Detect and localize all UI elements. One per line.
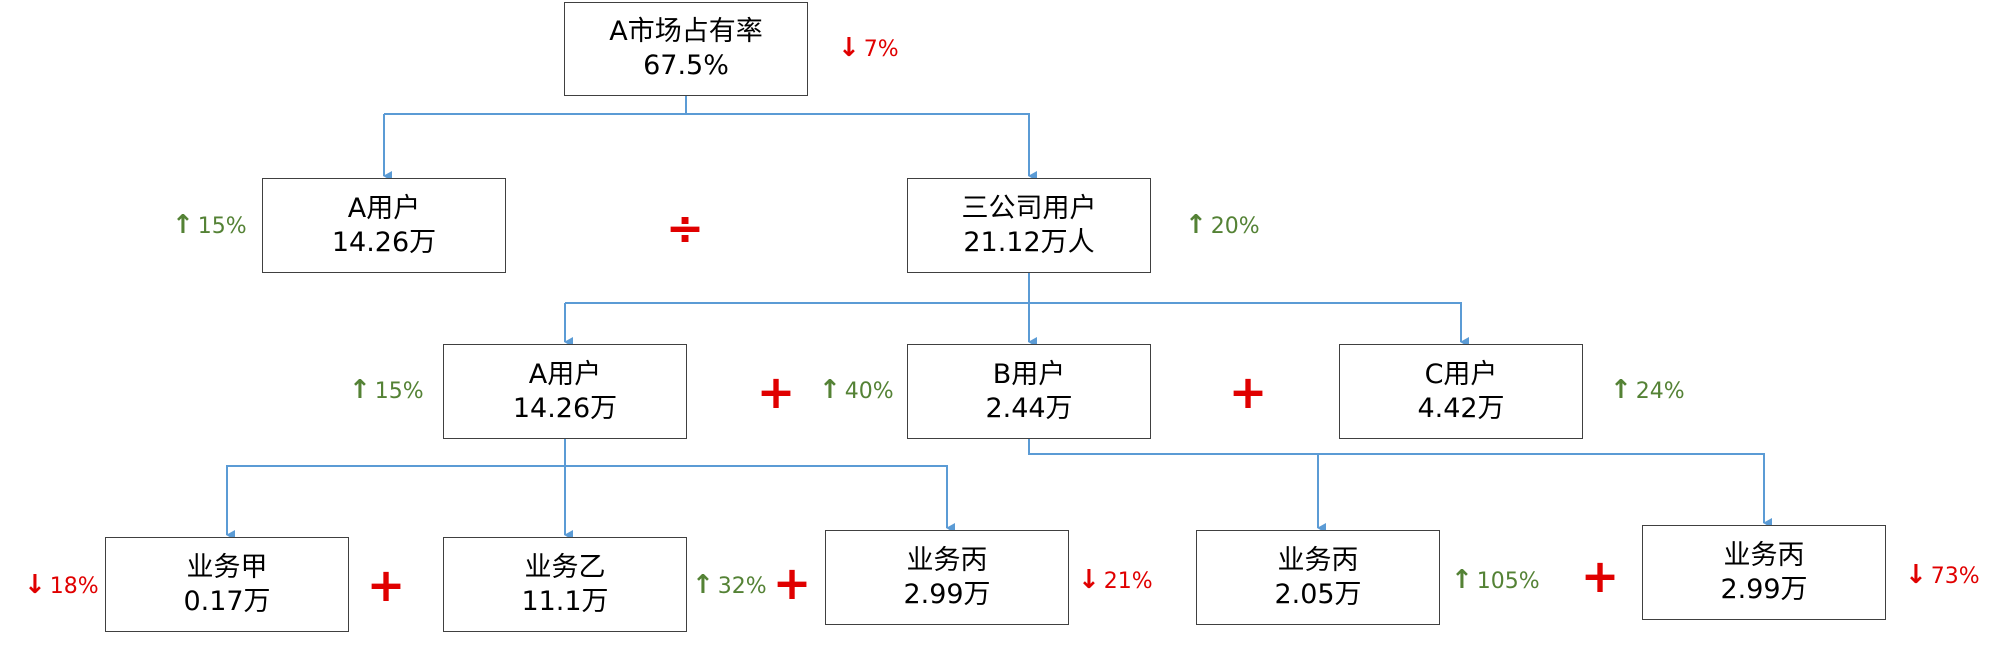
up-arrow-icon: ↑ (692, 570, 714, 600)
node-three-company-users: 三公司用户 21.12万人 (907, 178, 1151, 273)
plus-operator: + (1228, 365, 1268, 419)
node-label: C用户 (1424, 358, 1498, 390)
node-l2-b-user: B用户 2.44万 (907, 344, 1151, 439)
node-value: 4.42万 (1417, 392, 1505, 424)
change-market-share: ↓ 7% (838, 33, 899, 63)
node-label: A市场占有率 (609, 16, 763, 47)
change-biz-bing-3: ↓ 73% (1905, 560, 1980, 590)
up-arrow-icon: ↑ (819, 375, 841, 405)
connector-l2-b (1028, 439, 1326, 533)
node-value: 2.99万 (1720, 573, 1808, 605)
change-biz-jia: ↓ 18% (24, 570, 99, 600)
node-label: 三公司用户 (961, 192, 1097, 224)
node-value: 11.1万 (521, 585, 609, 617)
up-arrow-icon: ↑ (172, 210, 194, 240)
up-arrow-icon: ↑ (1451, 565, 1473, 595)
down-arrow-icon: ↓ (1905, 560, 1927, 590)
change-a-user: ↑ 15% (172, 210, 247, 240)
node-label: A用户 (528, 358, 602, 390)
change-l2-a-user: ↑ 15% (349, 375, 424, 405)
change-biz-yi: ↑ 32% (692, 570, 767, 600)
connector-share (384, 96, 687, 115)
node-l2-a-user: A用户 14.26万 (443, 344, 687, 439)
plus-operator: + (1580, 549, 1620, 603)
divide-operator: ÷ (665, 201, 705, 255)
node-label: 业务丙 (1723, 539, 1805, 571)
node-a-user: A用户 14.26万 (262, 178, 506, 273)
up-arrow-icon: ↑ (1185, 210, 1207, 240)
change-biz-bing-1: ↓ 21% (1078, 565, 1153, 595)
plus-operator: + (756, 365, 796, 419)
node-label: B用户 (992, 358, 1066, 390)
down-arrow-icon: ↓ (24, 570, 46, 600)
node-biz-bing-3: 业务丙 2.99万 (1642, 525, 1886, 620)
node-biz-bing-1: 业务丙 2.99万 (825, 530, 1069, 625)
node-label: 业务甲 (186, 551, 268, 583)
connector-l2-a (226, 439, 566, 540)
plus-operator: + (772, 556, 812, 610)
up-arrow-icon: ↑ (1610, 375, 1632, 405)
up-arrow-icon: ↑ (349, 375, 371, 405)
down-arrow-icon: ↓ (1078, 565, 1100, 595)
connector-total (565, 273, 1030, 304)
node-label: 业务乙 (524, 551, 606, 583)
node-value: 2.44万 (985, 392, 1073, 424)
node-label: A用户 (347, 192, 421, 224)
change-three-company-users: ↑ 20% (1185, 210, 1260, 240)
node-biz-jia: 业务甲 0.17万 (105, 537, 349, 632)
node-value: 14.26万 (331, 226, 437, 258)
change-l2-b-user: ↑ 40% (819, 375, 894, 405)
node-l2-c-user: C用户 4.42万 (1339, 344, 1583, 439)
node-value: 2.99万 (903, 578, 991, 610)
change-l2-c-user: ↑ 24% (1610, 375, 1685, 405)
node-value: 2.05万 (1274, 578, 1362, 610)
node-value: 21.12万人 (963, 226, 1095, 258)
node-value: 14.26万 (512, 392, 618, 424)
node-biz-bing-2: 业务丙 2.05万 (1196, 530, 1440, 625)
node-market-share: A市场占有率 67.5% (564, 2, 808, 96)
node-biz-yi: 业务乙 11.1万 (443, 537, 687, 632)
plus-operator: + (366, 558, 406, 612)
node-value: 67.5% (643, 50, 729, 81)
node-label: 业务丙 (1277, 544, 1359, 576)
change-biz-bing-2: ↑ 105% (1451, 565, 1540, 595)
node-value: 0.17万 (183, 585, 271, 617)
down-arrow-icon: ↓ (838, 33, 860, 63)
node-label: 业务丙 (906, 544, 988, 576)
